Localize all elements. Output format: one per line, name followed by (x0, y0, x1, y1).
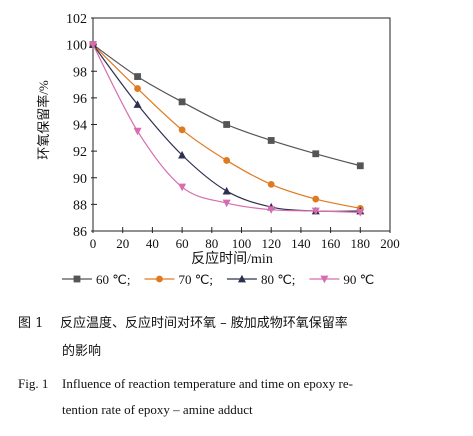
legend-marker (237, 274, 246, 283)
series-2 (89, 41, 364, 212)
x-tick-label: 80 (205, 236, 218, 251)
legend-marker (320, 275, 329, 284)
x-tick-label: 0 (90, 236, 97, 251)
series-line (92, 44, 361, 212)
series-lines (89, 40, 365, 217)
legend-label: 70 ℃; (178, 272, 212, 287)
legend: 60 ℃; 70 ℃; 80 ℃; 90 ℃ (62, 272, 374, 287)
legend-label: 60 ℃; (96, 272, 130, 287)
x-tick-label: 160 (321, 236, 341, 251)
data-point (223, 121, 231, 128)
data-point (134, 73, 141, 80)
x-tick-label: 20 (116, 236, 129, 251)
data-point (89, 41, 97, 49)
legend-label: 90 ℃ (343, 272, 374, 287)
caption-zh-text: 反应温度、反应时间对环氧 – 胺加成物环氧保留率 (60, 316, 348, 331)
data-point (267, 206, 276, 214)
caption-en-text: Influence of reaction temperature and ti… (62, 376, 353, 391)
x-tick-label: 140 (291, 236, 311, 251)
y-tick-label: 88 (73, 198, 87, 213)
data-point (178, 98, 186, 106)
y-tick-label: 92 (73, 145, 87, 160)
series-4 (89, 41, 365, 217)
plot-frame (92, 17, 391, 232)
y-tick-label: 96 (73, 92, 87, 107)
caption-zh-number: 图 1 (18, 316, 44, 331)
series-1 (89, 41, 364, 170)
axes (91, 17, 391, 233)
y-tick-label: 94 (73, 119, 87, 134)
series-line (92, 44, 361, 167)
data-point (223, 157, 231, 164)
caption-en-line2: tention rate of epoxy – amine adduct (62, 402, 253, 417)
data-point (133, 127, 142, 136)
x-tick-label: 100 (232, 236, 252, 251)
data-point (312, 150, 320, 158)
data-point (178, 183, 187, 192)
data-point (356, 162, 364, 170)
data-point (222, 199, 231, 208)
y-tick-label: 100 (66, 39, 87, 54)
x-tick-label: 60 (176, 236, 189, 251)
x-tick-label: 40 (146, 236, 159, 251)
legend-item-1: 60 ℃; (62, 272, 130, 287)
y-axis-label: 环氧保留率/% (36, 80, 51, 160)
legend-item-2: 70 ℃; (144, 272, 213, 287)
data-point (356, 208, 365, 217)
data-point (267, 137, 275, 144)
legend-marker (73, 275, 81, 283)
legend-item-4: 90 ℃ (309, 272, 374, 287)
y-tick-label: 86 (73, 225, 87, 240)
caption-zh-line1: 图 1 反应温度、反应时间对环氧 – 胺加成物环氧保留率 (18, 312, 348, 331)
legend-label: 80 ℃; (261, 272, 295, 287)
x-tick-label: 120 (261, 236, 281, 251)
tick-labels: 86 88 90 92 94 96 98 100 102 0 20 40 60 80 100 120 140 16… (66, 12, 400, 251)
data-point (222, 186, 231, 195)
chart: 86 88 90 92 94 96 98 100 102 0 20 40 60 80 100 120 140 16… (36, 12, 400, 287)
caption-en-number: Fig. 1 (18, 376, 49, 391)
legend-item-3: 80 ℃; (226, 272, 295, 287)
data-point (178, 150, 187, 159)
y-tick-label: 102 (66, 12, 87, 27)
x-axis-label: 反应时间/min (191, 250, 273, 267)
caption-en-line1: Fig. 1 Influence of reaction temperature … (18, 376, 353, 392)
data-point (312, 195, 320, 203)
y-tick-label: 90 (73, 172, 87, 187)
x-tick-label: 200 (380, 236, 400, 251)
data-point (178, 126, 186, 134)
caption-zh-line2: 的影响 (62, 344, 102, 359)
y-tick-label: 98 (73, 65, 87, 80)
data-point (311, 207, 320, 216)
data-point (267, 181, 275, 188)
legend-marker (156, 275, 163, 283)
data-point (133, 100, 142, 108)
data-point (134, 85, 141, 92)
x-tick-label: 180 (351, 236, 371, 251)
